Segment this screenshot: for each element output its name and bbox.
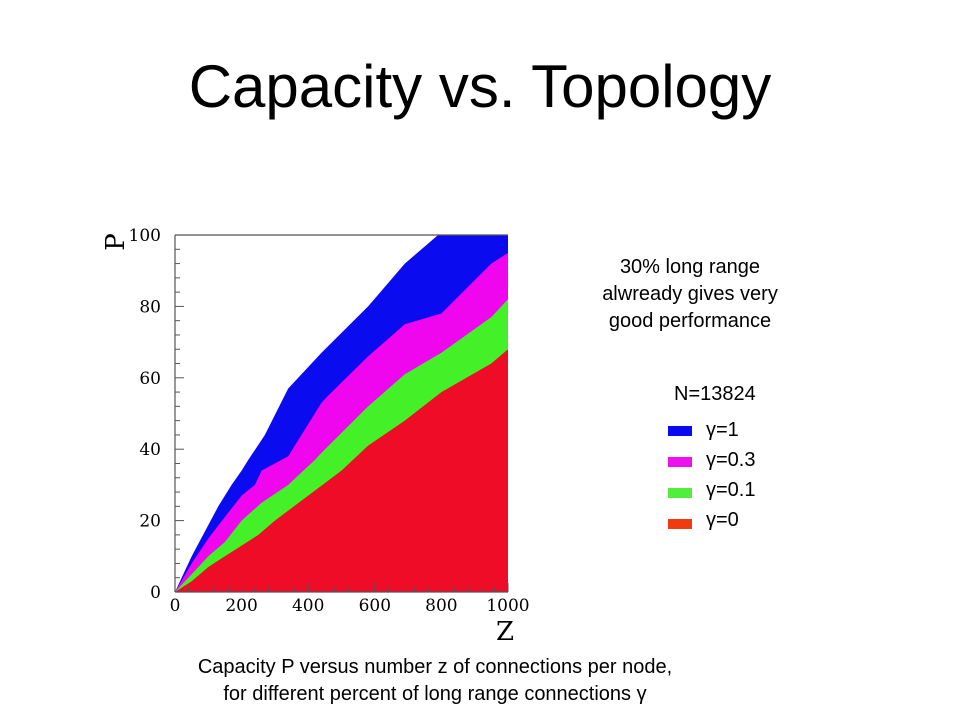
- legend-label: γ=0: [706, 509, 739, 531]
- slide-title: Capacity vs. Topology: [188, 53, 772, 120]
- caption-line: for different percent of long range conn…: [223, 683, 647, 705]
- y-tick-label: 60: [139, 369, 161, 389]
- legend-swatch: [668, 457, 692, 467]
- legend-label: γ=0.3: [706, 449, 756, 471]
- x-tick-label: 400: [292, 596, 324, 616]
- x-tick-label: 800: [425, 596, 457, 616]
- x-tick-label: 200: [225, 596, 257, 616]
- x-tick-label: 0: [170, 596, 181, 616]
- legend-swatch: [668, 519, 692, 529]
- n-label: N=13824: [674, 383, 756, 405]
- annotation-line: good performance: [608, 310, 772, 332]
- area-layers: [175, 235, 508, 592]
- legend-swatch: [668, 426, 692, 436]
- y-tick-label: 20: [139, 512, 161, 532]
- y-tick-label: 40: [139, 440, 161, 460]
- annotation-note: 30% long range alwready gives very good …: [560, 254, 820, 335]
- annotation-line: 30% long range: [619, 256, 761, 278]
- x-axis-label: Z: [496, 617, 514, 647]
- x-tick-label: 1000: [486, 596, 529, 616]
- x-tick-label: 600: [359, 596, 391, 616]
- y-axis-label: P: [101, 233, 131, 251]
- y-tick-label: 100: [129, 226, 161, 246]
- y-tick-label: 80: [139, 297, 161, 317]
- caption-line: Capacity P versus number z of connection…: [197, 656, 673, 678]
- annotation-line: alwready gives very: [602, 283, 778, 305]
- legend-label: γ=1: [706, 419, 739, 441]
- legend-label: γ=0.1: [706, 479, 756, 501]
- y-tick-label: 0: [150, 583, 161, 603]
- figure-caption: Capacity P versus number z of connection…: [40, 654, 830, 708]
- area-series-3: [175, 349, 508, 592]
- legend-swatch: [668, 488, 692, 498]
